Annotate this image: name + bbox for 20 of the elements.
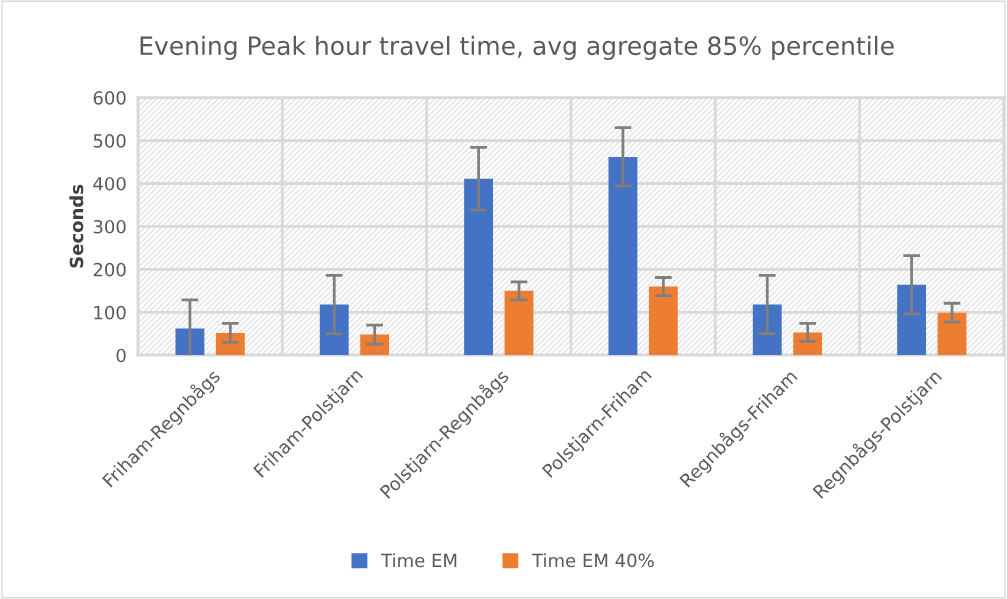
legend-label: Time EM 40%	[531, 553, 654, 568]
y-axis-title: Seconds	[69, 184, 84, 268]
y-tick-label: 600	[93, 91, 126, 105]
y-tick-label: 400	[93, 176, 126, 191]
bar	[504, 290, 534, 356]
bar	[175, 328, 205, 356]
y-tick-label: 200	[93, 262, 126, 277]
legend-label: Time EM	[381, 553, 457, 568]
chart-title: Evening Peak hour travel time, avg agregate 85% percentile	[140, 35, 894, 61]
bar	[319, 304, 349, 356]
y-tick-label: 100	[94, 305, 126, 320]
bar	[648, 286, 678, 356]
bar	[608, 156, 638, 356]
bar	[464, 178, 494, 356]
y-tick-label: 500	[93, 134, 126, 148]
y-tick-label: 0	[116, 348, 126, 363]
bar	[897, 284, 927, 356]
bar	[752, 304, 782, 356]
y-tick-label: 300	[93, 219, 126, 234]
bar	[937, 312, 967, 356]
